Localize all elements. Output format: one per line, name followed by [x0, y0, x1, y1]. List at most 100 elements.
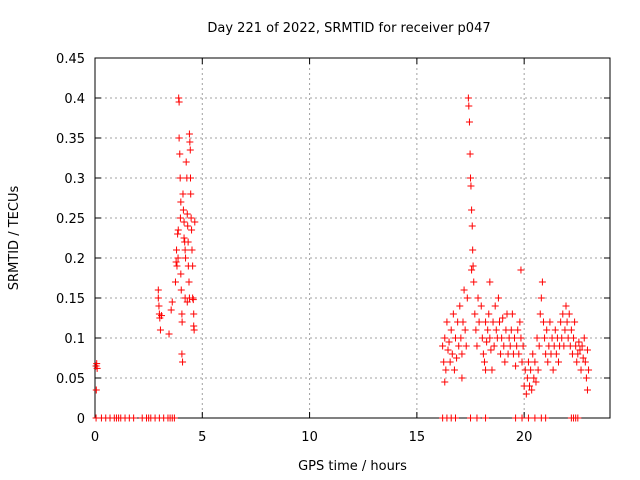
data-point: [585, 366, 593, 374]
data-point: [529, 350, 537, 358]
data-point: [536, 310, 544, 318]
data-point: [184, 222, 192, 230]
data-point: [500, 342, 508, 350]
data-point: [178, 350, 186, 358]
data-point: [154, 286, 162, 294]
data-point: [495, 318, 503, 326]
data-point: [518, 414, 526, 422]
data-point: [448, 350, 456, 358]
data-point: [491, 302, 499, 310]
data-point: [187, 214, 195, 222]
data-point: [470, 278, 478, 286]
data-point: [179, 358, 187, 366]
data-point: [469, 246, 477, 254]
data-point: [552, 350, 560, 358]
data-point: [450, 366, 458, 374]
data-point: [478, 334, 486, 342]
data-point: [533, 334, 541, 342]
data-point: [475, 318, 483, 326]
x-axis-label: GPS time / hours: [298, 459, 407, 474]
data-point: [549, 366, 557, 374]
data-point: [172, 258, 180, 266]
data-point: [511, 334, 519, 342]
data-point: [531, 358, 539, 366]
data-point: [465, 118, 473, 126]
data-point: [165, 330, 173, 338]
data-point: [571, 318, 579, 326]
data-point: [506, 342, 514, 350]
data-point: [546, 318, 554, 326]
data-point: [191, 218, 199, 226]
chart-title: Day 221 of 2022, SRMTID for receiver p04…: [207, 21, 490, 36]
data-point: [539, 318, 547, 326]
data-point: [515, 350, 523, 358]
data-point: [473, 414, 481, 422]
x-tick-label: 0: [91, 430, 99, 445]
data-point: [177, 198, 185, 206]
data-point: [460, 286, 468, 294]
data-point: [519, 342, 527, 350]
data-point: [580, 334, 588, 342]
data-point: [474, 294, 482, 302]
data-point: [459, 318, 467, 326]
y-axis-ticks: 0 0.05 0.1 0.15 0.2 0.25 0.3 0.35 0.4 0.45: [56, 52, 610, 427]
data-point: [449, 310, 457, 318]
data-point: [178, 310, 186, 318]
data-point: [444, 346, 452, 354]
y-tick-label: 0.15: [56, 292, 85, 307]
data-point: [487, 346, 495, 354]
data-point: [486, 278, 494, 286]
data-point: [562, 302, 570, 310]
data-point: [485, 310, 493, 318]
data-point: [179, 206, 187, 214]
data-point: [517, 334, 525, 342]
data-point: [558, 334, 566, 342]
data-point: [582, 374, 590, 382]
y-axis-label: SRMTID / TECUs: [7, 186, 22, 291]
y-tick-label: 0: [77, 412, 85, 427]
data-point: [173, 262, 181, 270]
y-tick-label: 0.1: [64, 332, 85, 347]
data-point: [185, 130, 193, 138]
data-point: [173, 246, 181, 254]
data-point: [190, 310, 198, 318]
data-point: [574, 350, 582, 358]
data-point: [174, 230, 182, 238]
data-point: [482, 366, 490, 374]
data-point: [186, 174, 194, 182]
data-point: [446, 358, 454, 366]
data-point: [180, 234, 188, 242]
data-point: [555, 358, 562, 366]
data-point: [441, 334, 449, 342]
data-point: [158, 312, 166, 320]
data-point: [186, 146, 194, 154]
data-point: [477, 302, 485, 310]
x-tick-label: 15: [409, 430, 426, 445]
data-point: [178, 318, 186, 326]
data-point: [182, 254, 190, 262]
data-point: [175, 98, 183, 106]
data-point: [443, 318, 451, 326]
x-tick-label: 5: [198, 430, 206, 445]
y-tick-label: 0.05: [56, 372, 85, 387]
data-point: [518, 358, 526, 366]
data-point: [174, 226, 182, 234]
data-point: [471, 310, 479, 318]
data-point: [468, 206, 476, 214]
x-tick-label: 10: [301, 430, 318, 445]
data-point: [92, 386, 100, 394]
data-point: [583, 346, 591, 354]
data-point: [445, 338, 453, 346]
data-point: [183, 210, 191, 218]
data-point: [472, 326, 480, 334]
data-point: [537, 294, 545, 302]
data-point: [188, 226, 196, 234]
data-point: [490, 342, 498, 350]
data-point: [530, 374, 538, 382]
data-point: [557, 318, 565, 326]
data-point: [458, 374, 466, 382]
data-point: [489, 318, 497, 326]
data-point: [480, 358, 488, 366]
data-point: [185, 278, 193, 286]
